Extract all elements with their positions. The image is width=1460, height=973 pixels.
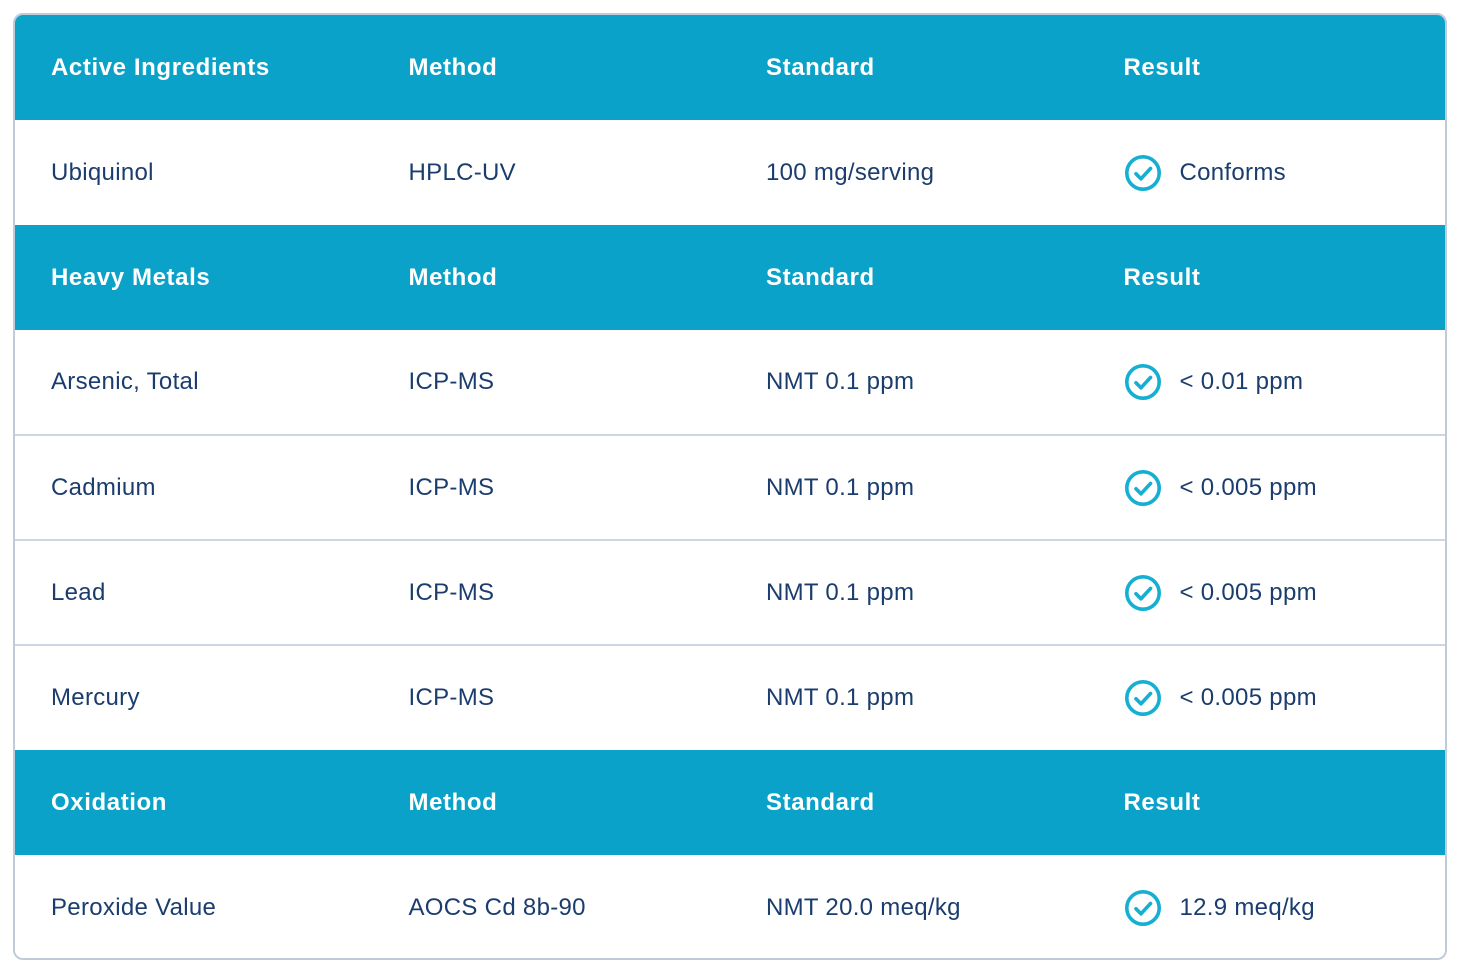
analyte-method: ICP-MS xyxy=(372,644,730,750)
analyte-method: ICP-MS xyxy=(372,434,730,540)
result-value: < 0.005 ppm xyxy=(1124,469,1436,507)
section-header-heavy-metals: Heavy Metals Method Standard Result xyxy=(15,225,1445,330)
analyte-standard: NMT 0.1 ppm xyxy=(730,539,1088,645)
section-header-oxidation: Oxidation Method Standard Result xyxy=(15,750,1445,855)
column-header-result: Result xyxy=(1087,15,1445,120)
result-value: < 0.005 ppm xyxy=(1124,574,1436,612)
analyte-standard: NMT 20.0 meq/kg xyxy=(730,855,1088,958)
column-header-result: Result xyxy=(1087,225,1445,330)
analyte-result-cell: 12.9 meq/kg xyxy=(1087,855,1445,958)
column-header-standard: Standard xyxy=(730,750,1088,855)
check-circle-icon xyxy=(1124,363,1162,401)
analyte-result-cell: Conforms xyxy=(1087,120,1445,225)
analyte-name: Lead xyxy=(15,539,373,645)
result-text: < 0.01 ppm xyxy=(1179,368,1304,395)
analyte-result-cell: < 0.005 ppm xyxy=(1087,539,1445,645)
analyte-standard: 100 mg/serving xyxy=(730,120,1088,225)
analyte-standard: NMT 0.1 ppm xyxy=(730,330,1088,435)
table-row-ubiquinol: Ubiquinol HPLC-UV 100 mg/serving Conform… xyxy=(15,120,1445,225)
column-header-method: Method xyxy=(372,750,730,855)
analyte-method: ICP-MS xyxy=(372,330,730,435)
table-row-lead: Lead ICP-MS NMT 0.1 ppm < 0.005 ppm xyxy=(15,539,1445,645)
result-value: < 0.005 ppm xyxy=(1124,679,1436,717)
check-circle-icon xyxy=(1124,574,1162,612)
result-text: 12.9 meq/kg xyxy=(1179,893,1315,921)
section-header-active-ingredients: Active Ingredients Method Standard Resul… xyxy=(15,15,1445,120)
result-text: Conforms xyxy=(1179,158,1286,186)
analyte-name: Peroxide Value xyxy=(15,855,373,958)
table-row-arsenic: Arsenic, Total ICP-MS NMT 0.1 ppm < 0.01… xyxy=(15,330,1445,435)
check-circle-icon xyxy=(1124,679,1162,717)
table-row-mercury: Mercury ICP-MS NMT 0.1 ppm < 0.005 ppm xyxy=(15,644,1445,750)
result-text: < 0.005 ppm xyxy=(1179,578,1317,606)
analyte-method: HPLC-UV xyxy=(372,120,730,225)
column-header-result: Result xyxy=(1087,750,1445,855)
check-circle-icon xyxy=(1124,154,1162,192)
analyte-standard: NMT 0.1 ppm xyxy=(730,644,1088,750)
result-value: < 0.01 ppm xyxy=(1124,363,1436,401)
analyte-name: Ubiquinol xyxy=(15,120,373,225)
analyte-name: Mercury xyxy=(15,644,373,750)
analyte-result-cell: < 0.005 ppm xyxy=(1087,434,1445,540)
check-circle-icon xyxy=(1124,469,1162,507)
analyte-result-cell: < 0.005 ppm xyxy=(1087,644,1445,750)
column-header-standard: Standard xyxy=(730,225,1088,330)
section-title: Active Ingredients xyxy=(15,15,373,120)
analyte-method: ICP-MS xyxy=(372,539,730,645)
result-text: < 0.005 ppm xyxy=(1179,684,1317,711)
column-header-standard: Standard xyxy=(730,15,1088,120)
table-row-peroxide-value: Peroxide Value AOCS Cd 8b-90 NMT 20.0 me… xyxy=(15,855,1445,958)
column-header-method: Method xyxy=(372,225,730,330)
result-text: < 0.005 ppm xyxy=(1179,473,1317,501)
column-header-method: Method xyxy=(372,15,730,120)
analyte-result-cell: < 0.01 ppm xyxy=(1087,330,1445,435)
check-circle-icon xyxy=(1124,889,1162,927)
section-title: Oxidation xyxy=(15,750,373,855)
analyte-standard: NMT 0.1 ppm xyxy=(730,434,1088,540)
result-value: 12.9 meq/kg xyxy=(1124,889,1436,927)
certificate-of-analysis-table: Active Ingredients Method Standard Resul… xyxy=(15,15,1445,958)
results-table-card: Active Ingredients Method Standard Resul… xyxy=(13,13,1447,960)
analyte-method: AOCS Cd 8b-90 xyxy=(372,855,730,958)
analyte-name: Arsenic, Total xyxy=(15,330,373,435)
result-value: Conforms xyxy=(1124,154,1436,192)
table-row-cadmium: Cadmium ICP-MS NMT 0.1 ppm < 0.005 ppm xyxy=(15,434,1445,540)
section-title: Heavy Metals xyxy=(15,225,373,330)
analyte-name: Cadmium xyxy=(15,434,373,540)
